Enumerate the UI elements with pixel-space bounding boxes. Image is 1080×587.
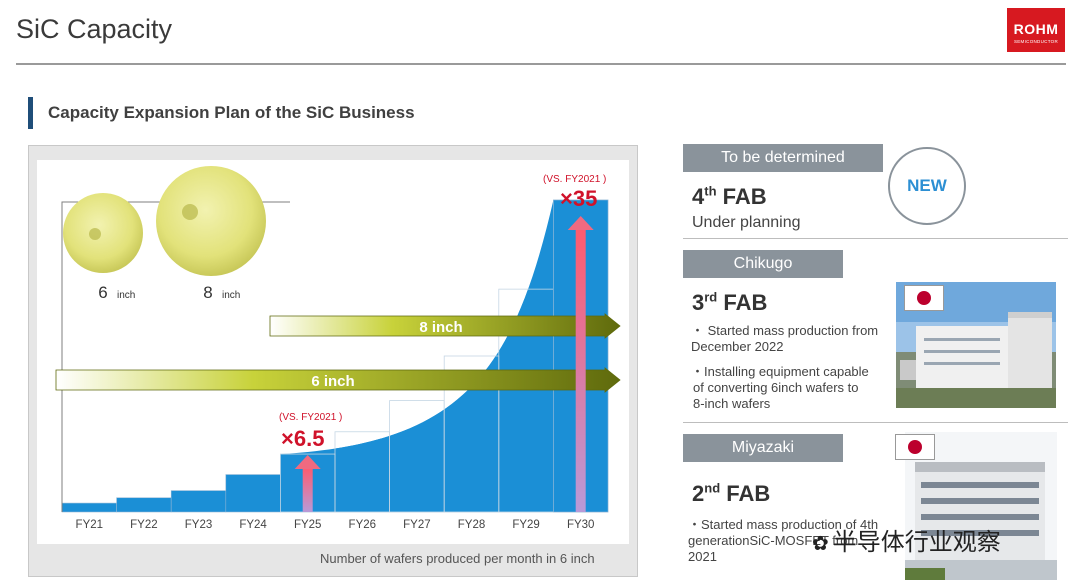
band-label: 8 inch: [419, 319, 462, 336]
fab-3rd-line: ・ Started mass production from: [691, 323, 879, 338]
x-tick-label: FY25: [294, 519, 322, 531]
bar-FY23: [170, 490, 227, 513]
japan-flag-icon: [895, 434, 935, 460]
growth-curve-area: [280, 200, 554, 512]
section-title: Capacity Expansion Plan of the SiC Busin…: [48, 103, 415, 122]
fab-name: FAB: [726, 481, 771, 506]
fab-3rd-line: ・Installing equipment capable: [691, 364, 869, 379]
capacity-chart: 6 inch 8 inch 6 inch 8 inch (VS. FY2021 ) ×6.5 (…: [37, 160, 629, 544]
fab-3rd-line: December 2022: [691, 339, 784, 354]
bar-FY22: [116, 497, 172, 513]
x-tick-label: FY21: [76, 519, 104, 531]
bar-FY24: [225, 474, 281, 513]
fab-number: 2: [692, 481, 705, 506]
logo-text: ROHM: [1013, 21, 1059, 37]
logo-subtext: SEMICONDUCTOR: [1013, 39, 1059, 44]
fab-name: FAB: [723, 290, 768, 315]
fab-number: 4: [692, 184, 705, 209]
x-tick-label: FY24: [239, 519, 267, 531]
watermark-text: 半导体行业观察: [832, 529, 1001, 556]
fab-suffix: th: [704, 183, 717, 199]
x-tick-label: FY22: [130, 519, 158, 531]
fab-2nd-line: generationSiC-MOSFET from: [688, 533, 859, 548]
japan-flag-icon: [904, 285, 944, 311]
x-tick-label: FY28: [458, 519, 486, 531]
annotation-reference: (VS. FY2021 ): [279, 412, 342, 423]
new-badge: NEW: [888, 147, 966, 225]
wafer-6-notch: [89, 228, 101, 240]
wafer-unit-8: inch: [222, 290, 240, 301]
fab-divider: [683, 422, 1068, 423]
wafer-8-notch: [182, 204, 198, 220]
band-label: 6 inch: [311, 373, 354, 390]
wafer-6-inch: [63, 193, 143, 273]
fab-2nd-line: ・Started mass production of 4th: [688, 517, 879, 532]
wafer-unit-6: inch: [117, 290, 135, 301]
fab-title-3rd: 3rd FAB: [692, 290, 767, 316]
annotation-multiplier: ×6.5: [281, 426, 324, 451]
fab-name: FAB: [722, 184, 767, 209]
fab-2nd-line: 2021: [688, 549, 717, 564]
fab-tag-miyazaki: Miyazaki: [683, 434, 843, 462]
fab-suffix: nd: [704, 480, 721, 496]
x-tick-label: FY29: [512, 519, 540, 531]
section-accent-bar: [28, 97, 33, 129]
watermark: ✿ 半导体行业观察: [812, 522, 1001, 557]
x-tick-label: FY27: [403, 519, 431, 531]
band-8-inch: [269, 313, 621, 339]
wafer-label-8: 8: [203, 283, 212, 302]
slide-title: SiC Capacity: [16, 14, 173, 44]
x-tick-label: FY26: [349, 519, 377, 531]
title-divider: [16, 63, 1066, 65]
fab-title-4th: 4th FAB: [692, 184, 767, 210]
growth-arrow-shaft: [302, 467, 313, 512]
annotation-reference: (VS. FY2021 ): [543, 174, 606, 185]
band-6-inch: [55, 367, 621, 393]
fab-tag-chikugo: Chikugo: [683, 250, 843, 278]
wechat-icon: ✿: [812, 533, 829, 555]
growth-arrow-head: [567, 216, 594, 230]
wafer-8-inch: [156, 166, 266, 276]
fab-tag-to-be-determined: To be determined: [683, 144, 883, 172]
bar-FY21: [61, 502, 117, 513]
x-tick-label: FY30: [567, 519, 595, 531]
fab-3rd-line: of converting 6inch wafers to: [693, 380, 859, 395]
x-tick-label: FY23: [185, 519, 213, 531]
chart-x-axis-label: Number of wafers produced per month in 6…: [320, 551, 595, 566]
growth-arrow-head: [294, 455, 321, 469]
fab-title-2nd: 2nd FAB: [692, 481, 770, 507]
fab-suffix: rd: [704, 289, 718, 305]
rohm-logo: ROHM SEMICONDUCTOR: [1007, 8, 1065, 52]
annotation-multiplier: ×35: [560, 186, 597, 211]
fab-number: 3: [692, 290, 705, 315]
fab-3rd-line: 8-inch wafers: [693, 396, 771, 411]
fab-divider: [683, 238, 1068, 239]
fab-4th-description: Under planning: [692, 214, 801, 231]
growth-arrow-shaft: [575, 228, 586, 512]
wafer-label-6: 6: [98, 283, 107, 302]
